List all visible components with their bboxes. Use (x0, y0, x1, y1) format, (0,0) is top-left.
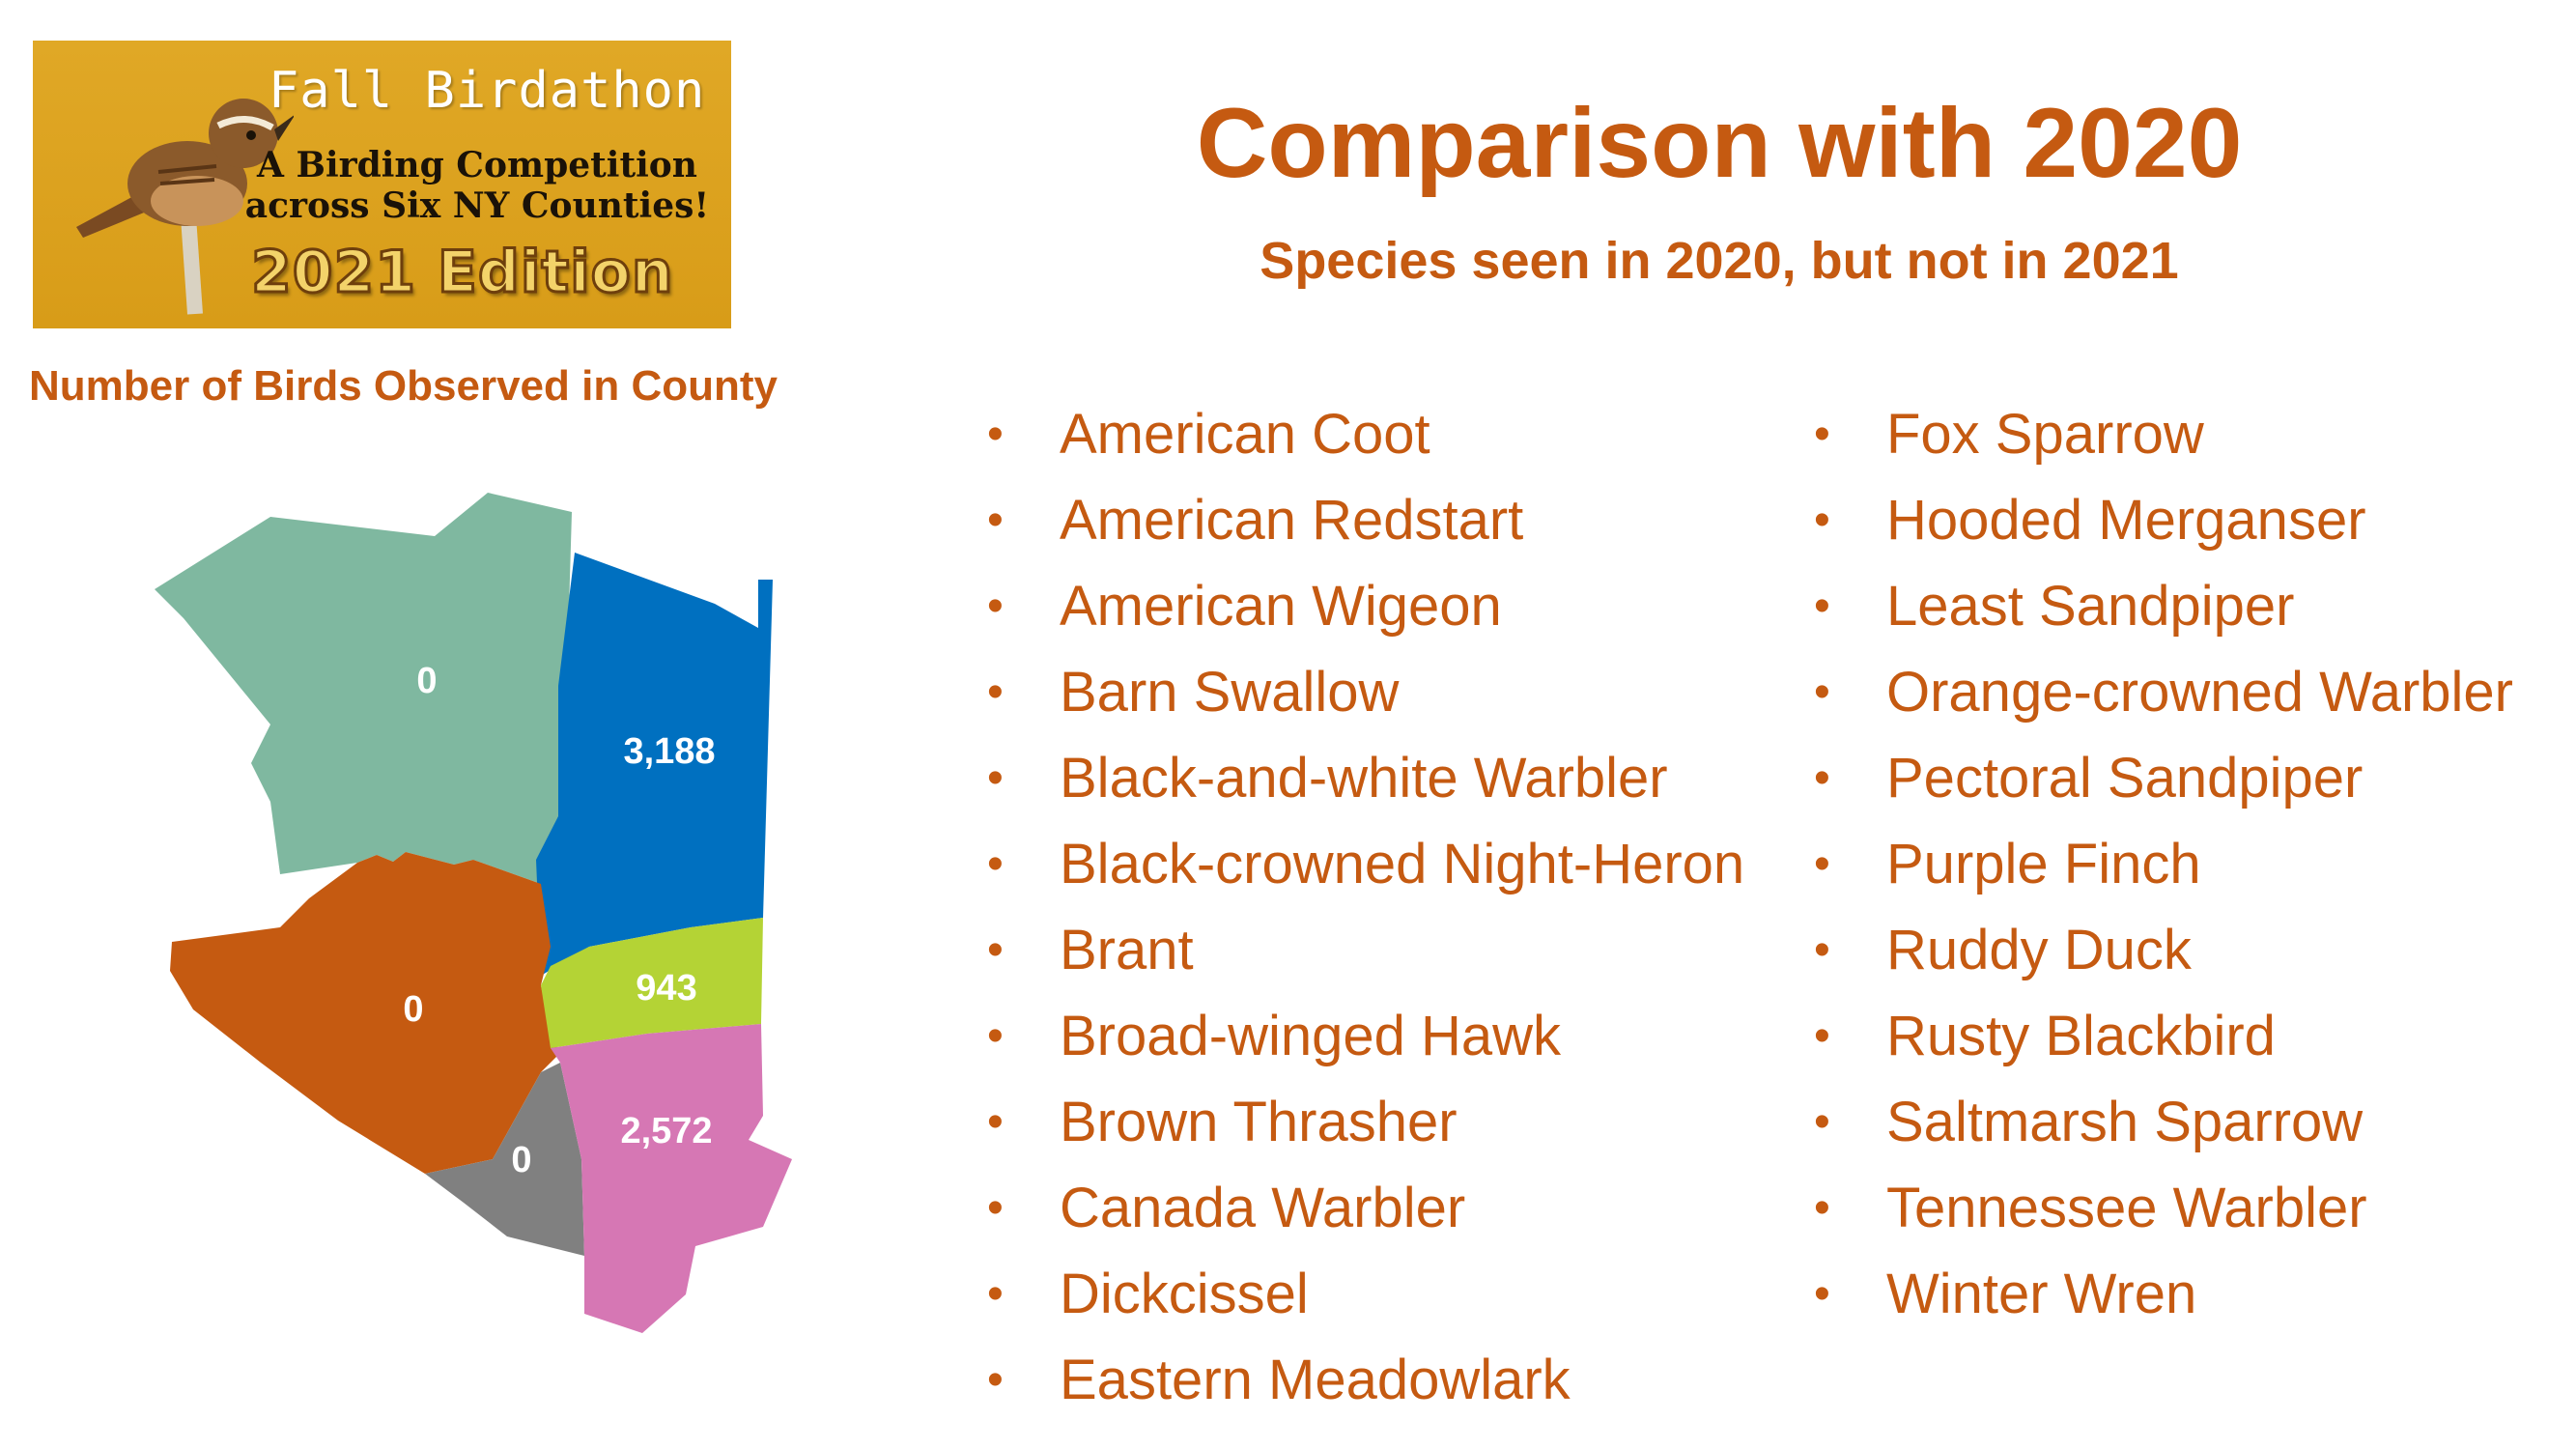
banner-subtitle: A Birding Competition across Six NY Coun… (236, 145, 719, 226)
banner-title: Fall Birdathon (269, 62, 706, 120)
county-map: 0 3,188 0 943 0 2,572 (155, 493, 792, 1333)
map-heading: Number of Birds Observed in County (29, 362, 778, 410)
county-region-southwest (170, 852, 560, 1174)
page-subtitle: Species seen in 2020, but not in 2021 (1260, 232, 2179, 290)
banner-edition: 2021 Edition (250, 238, 675, 308)
list-item: Tennessee Warbler (1814, 1165, 2513, 1251)
page-title: Comparison with 2020 (1196, 88, 2243, 198)
list-item: Eastern Meadowlark (987, 1337, 1744, 1423)
list-item: Barn Swallow (987, 649, 1744, 735)
list-item: Brant (987, 907, 1744, 993)
list-item: American Coot (987, 391, 1744, 477)
list-item: American Redstart (987, 477, 1744, 563)
list-item: Dickcissel (987, 1251, 1744, 1337)
species-list-column-2: Fox Sparrow Hooded Merganser Least Sandp… (1814, 391, 2513, 1337)
county-value-label: 3,188 (623, 731, 715, 772)
county-value-label: 2,572 (620, 1111, 712, 1151)
list-item: Ruddy Duck (1814, 907, 2513, 993)
list-item: Orange-crowned Warbler (1814, 649, 2513, 735)
list-item: Hooded Merganser (1814, 477, 2513, 563)
list-item: Purple Finch (1814, 821, 2513, 907)
county-region-east-central (541, 918, 763, 1048)
banner-subtitle-line1: A Birding Competition (257, 145, 697, 185)
list-item: Brown Thrasher (987, 1079, 1744, 1165)
list-item: Black-and-white Warbler (987, 735, 1744, 821)
county-region-south-central (425, 1063, 584, 1256)
county-value-label: 943 (636, 968, 696, 1009)
species-list-column-1: American Coot American Redstart American… (987, 391, 1744, 1423)
list-item: Saltmarsh Sparrow (1814, 1079, 2513, 1165)
county-value-label: 0 (416, 661, 437, 701)
county-region-northeast (536, 553, 773, 976)
wren-bird-icon (76, 99, 294, 315)
list-item: Rusty Blackbird (1814, 993, 2513, 1079)
list-item: Least Sandpiper (1814, 563, 2513, 649)
list-item: Pectoral Sandpiper (1814, 735, 2513, 821)
banner-subtitle-line2: across Six NY Counties! (244, 185, 710, 226)
list-item: Fox Sparrow (1814, 391, 2513, 477)
county-value-label: 0 (511, 1140, 531, 1180)
list-item: Winter Wren (1814, 1251, 2513, 1337)
county-value-label: 0 (403, 989, 423, 1030)
list-item: American Wigeon (987, 563, 1744, 649)
fall-birdathon-banner: Fall Birdathon A Birding Competition acr… (33, 41, 731, 328)
county-region-southeast (551, 1024, 792, 1333)
list-item: Broad-winged Hawk (987, 993, 1744, 1079)
list-item: Black-crowned Night-Heron (987, 821, 1744, 907)
list-item: Canada Warbler (987, 1165, 1744, 1251)
county-region-northwest (155, 493, 572, 908)
